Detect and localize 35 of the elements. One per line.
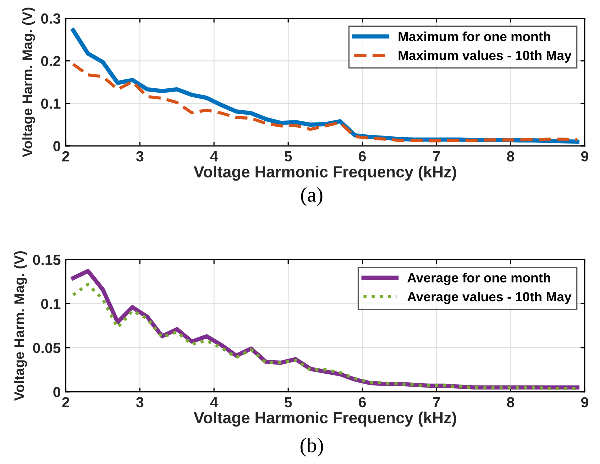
x-tick-label: 5: [284, 397, 292, 408]
y-tick-label: 0.05: [33, 343, 61, 354]
legend-label: Average for one month: [408, 273, 550, 286]
x-tick-label: 6: [359, 151, 366, 162]
x-axis-title: Voltage Harmonic Frequency (kHz): [194, 166, 456, 181]
x-tick-label: 7: [433, 397, 440, 408]
x-axis-title: Voltage Harmonic Frequency (kHz): [194, 412, 456, 427]
y-tick-label: 0.3: [41, 14, 61, 24]
x-tick-label: 4: [210, 397, 218, 408]
x-tick-label: 6: [359, 397, 366, 408]
x-tick-label: 8: [507, 151, 514, 162]
y-tick-label: 0.15: [33, 254, 61, 266]
x-tick-label: 9: [581, 151, 589, 162]
x-tick-label: 9: [581, 397, 589, 408]
y-tick-label: 0.2: [41, 56, 61, 67]
y-tick-label: 0: [54, 141, 61, 152]
y-tick-label: 0: [54, 387, 61, 398]
legend-label: Maximum for one month: [398, 32, 550, 42]
x-tick-label: 3: [136, 397, 144, 408]
x-tick-label: 3: [136, 151, 144, 162]
y-axis-title: Voltage Harm. Mag. (V): [14, 252, 28, 401]
x-tick-label: 7: [433, 152, 440, 162]
x-tick-label: 4: [210, 152, 218, 162]
text: (a): [301, 187, 323, 206]
text: (b): [300, 438, 324, 457]
y-axis-title: Voltage Harm. Mag. (V): [22, 8, 36, 158]
x-tick-label: 2: [62, 151, 70, 162]
x-tick-label: 2: [62, 397, 70, 408]
x-tick-label: 5: [284, 152, 292, 162]
line-series: [72, 62, 580, 143]
legend-label: Average values - 10th May: [408, 292, 572, 304]
x-tick-label: 8: [507, 397, 514, 408]
y-tick-label: 0.1: [41, 98, 61, 110]
legend-label: Maximum values - 10th May: [398, 50, 572, 63]
y-tick-label: 0.1: [41, 299, 61, 310]
